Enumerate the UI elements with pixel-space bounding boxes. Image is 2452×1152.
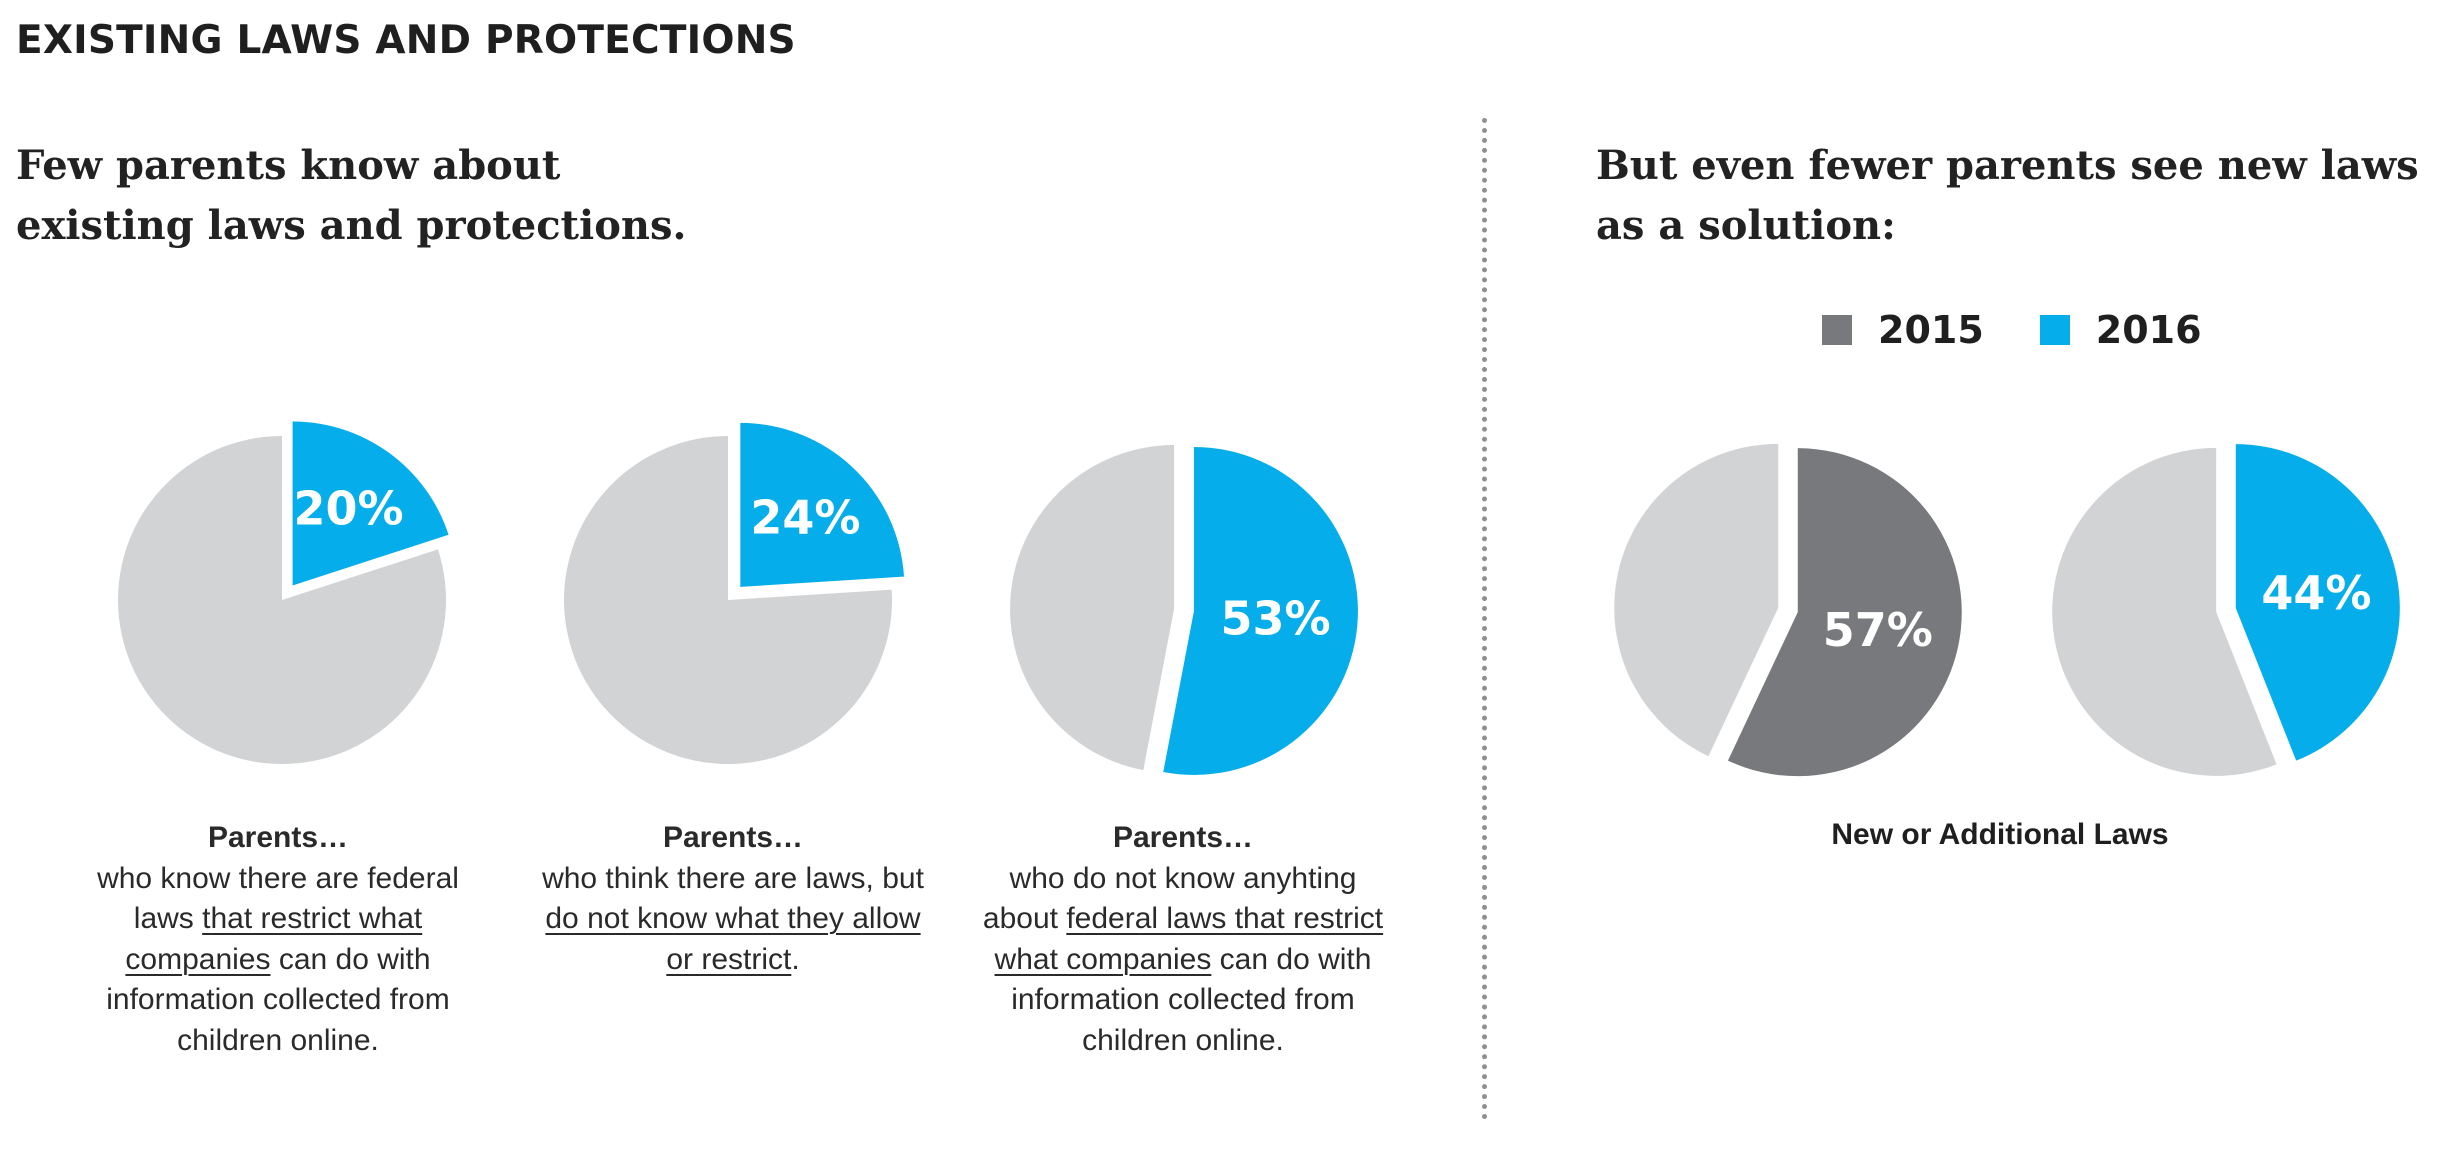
caption-federal-laws: Parents… who know there are federal laws… xyxy=(78,818,478,1061)
caption-title: Parents… xyxy=(662,821,804,854)
left-subheading: Few parents know about existing laws and… xyxy=(16,142,687,249)
pie-slice-highlight xyxy=(2235,444,2400,761)
legend-item-2015: 2015 xyxy=(1822,308,1984,352)
page-heading: EXISTING LAWS AND PROTECTIONS xyxy=(16,18,796,63)
caption-text-end: . xyxy=(791,942,800,976)
caption-text-end: can do with information collected from c… xyxy=(1011,942,1372,1057)
pie-slice-highlight xyxy=(1163,446,1358,775)
caption-link[interactable]: that restrict what companies xyxy=(125,902,423,976)
caption-text-end: can do with information collected from c… xyxy=(106,942,450,1057)
pie-value-label: 53% xyxy=(1221,592,1331,646)
legend-swatch-2015 xyxy=(1822,315,1852,345)
legend-label-2016: 2016 xyxy=(2095,308,2202,352)
right-subheading: But even fewer parents see new laws as a… xyxy=(1596,142,2419,249)
legend-label-2015: 2015 xyxy=(1878,308,1984,352)
pie-slice-rest xyxy=(2052,447,2277,776)
caption-unknown-laws: Parents… who think there are laws, but d… xyxy=(538,818,928,980)
pie-chart-laws-2015: 57% xyxy=(1614,443,1962,777)
pie-slice-rest xyxy=(1614,443,1779,757)
pie-value-label: 24% xyxy=(750,491,860,545)
right-chart-caption: New or Additional Laws xyxy=(1831,818,2169,851)
caption-text: who think there are laws, but xyxy=(542,861,924,895)
caption-link[interactable]: do not know what they allow or restrict xyxy=(545,902,921,976)
chart-legend: 2015 2016 xyxy=(1822,308,2258,352)
pie-slice-highlight xyxy=(1727,448,1962,777)
pie-slice-rest xyxy=(1010,445,1175,771)
pie-chart-no-knowledge: 53% xyxy=(1010,445,1358,775)
caption-title: Parents… xyxy=(1112,821,1254,854)
legend-item-2016: 2016 xyxy=(2039,308,2202,352)
legend-swatch-2016 xyxy=(2039,315,2070,345)
caption-text: who know there are federal laws xyxy=(97,861,459,936)
pie-slice-highlight xyxy=(292,421,449,586)
pie-chart-laws-2016: 44% xyxy=(2052,444,2400,776)
caption-no-knowledge: Parents… who do not know anyhting about … xyxy=(978,818,1388,1061)
pie-slice-rest xyxy=(117,436,446,764)
pie-value-label: 57% xyxy=(1823,603,1933,657)
caption-text: who do not know anyhting about xyxy=(982,861,1357,936)
pie-slice-rest xyxy=(564,436,893,764)
pie-value-label: 20% xyxy=(293,482,403,536)
pie-slice-highlight xyxy=(740,422,904,587)
pie-chart-unknown-laws: 24% xyxy=(564,422,904,764)
pie-chart-federal-laws: 20% xyxy=(117,421,449,764)
section-divider xyxy=(1482,118,1487,1120)
pie-value-label: 44% xyxy=(2261,566,2371,620)
caption-link[interactable]: federal laws that restrict what companie… xyxy=(994,902,1384,976)
caption-title: Parents… xyxy=(207,821,349,854)
